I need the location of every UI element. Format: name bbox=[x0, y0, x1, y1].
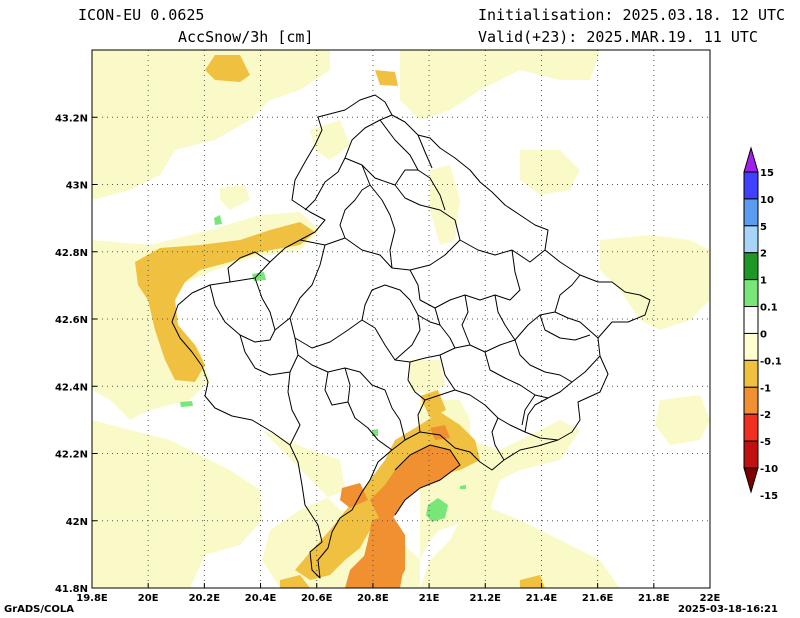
longitude-axis: 19.8E 20E 20.2E 20.4E 20.6E 20.8E 21E 21.2E 21.4… bbox=[76, 583, 721, 604]
colorbar-swatch bbox=[743, 359, 759, 388]
colorbar-bottom-arrow bbox=[743, 467, 759, 494]
lat-tick-label: 42.6N bbox=[55, 315, 88, 326]
field-orange bbox=[340, 425, 460, 588]
contour-outline bbox=[394, 444, 461, 516]
lat-tick-label: 42N bbox=[66, 517, 88, 528]
lon-tick-label: 20.4E bbox=[245, 593, 277, 604]
valid-time: Valid(+23): 2025.MAR.19. 11 UTC bbox=[478, 28, 758, 46]
lon-tick-label: 21.4E bbox=[526, 593, 558, 604]
colorbar-swatch bbox=[743, 332, 759, 361]
colorbar-label: 2 bbox=[760, 249, 767, 260]
colorbar-label: -1 bbox=[760, 383, 771, 394]
colorbar-swatch bbox=[743, 279, 759, 308]
colorbar-label: -15 bbox=[760, 491, 778, 502]
colorbar-label: 0.1 bbox=[760, 303, 778, 314]
colorbar-label: -5 bbox=[760, 437, 771, 448]
lat-tick-label: 43N bbox=[66, 181, 88, 192]
lat-tick-label: 41.8N bbox=[55, 584, 88, 595]
lat-tick-label: 43.2N bbox=[55, 113, 88, 124]
lon-tick-label: 21E bbox=[419, 593, 440, 604]
lon-tick-label: 21.2E bbox=[470, 593, 502, 604]
colorbar-swatch bbox=[743, 306, 759, 334]
render-timestamp: 2025-03-18-16:21 bbox=[678, 604, 778, 615]
latitude-axis: 43.2N 43N 42.8N 42.6N 42.4N 42.2N 42N 41.8N bbox=[55, 113, 97, 595]
admin-boundaries bbox=[171, 94, 651, 579]
lon-tick-label: 21.6E bbox=[582, 593, 614, 604]
lon-tick-label: 19.8E bbox=[76, 593, 108, 604]
lat-tick-label: 42.2N bbox=[55, 450, 88, 461]
lon-tick-label: 22E bbox=[700, 593, 721, 604]
colorbar-label: -2 bbox=[760, 410, 771, 421]
colorbar-label: 15 bbox=[760, 168, 774, 179]
colorbar-label: 1 bbox=[760, 276, 767, 287]
software-credit: GrADS/COLA bbox=[4, 604, 74, 615]
lon-tick-label: 21.8E bbox=[638, 593, 670, 604]
colorbar-top-arrow bbox=[743, 146, 759, 173]
variable-title: AccSnow/3h [cm] bbox=[178, 28, 314, 46]
colorbar-label: -10 bbox=[760, 464, 778, 475]
colorbar-swatch bbox=[743, 171, 759, 200]
model-title: ICON-EU 0.0625 bbox=[78, 6, 205, 24]
colorbar-swatch bbox=[743, 413, 759, 442]
colorbar-swatch bbox=[743, 225, 759, 254]
plot-area bbox=[92, 50, 710, 588]
colorbar-swatch bbox=[743, 440, 759, 469]
lon-tick-label: 20.8E bbox=[357, 593, 389, 604]
colorbar-label: 10 bbox=[760, 195, 774, 206]
lat-tick-label: 42.4N bbox=[55, 382, 88, 393]
colorbar: 15 10 5 2 1 0.1 0 -0.1 -1 -2 -5 -10 -15 bbox=[743, 146, 782, 502]
lat-tick-label: 42.8N bbox=[55, 248, 88, 259]
lon-tick-label: 20.6E bbox=[301, 593, 333, 604]
colorbar-swatch bbox=[743, 252, 759, 281]
colorbar-label: 5 bbox=[760, 222, 767, 233]
grid-lines bbox=[92, 50, 710, 588]
initialisation-time: Initialisation: 2025.03.18. 12 UTC bbox=[478, 6, 786, 24]
country-boundary bbox=[171, 94, 651, 579]
colorbar-swatch bbox=[743, 386, 759, 415]
colorbar-label: 0 bbox=[760, 329, 767, 340]
lon-tick-label: 20.2E bbox=[189, 593, 221, 604]
colorbar-label: -0.1 bbox=[760, 356, 782, 367]
colorbar-swatch bbox=[743, 198, 759, 227]
lon-tick-label: 20E bbox=[138, 593, 159, 604]
